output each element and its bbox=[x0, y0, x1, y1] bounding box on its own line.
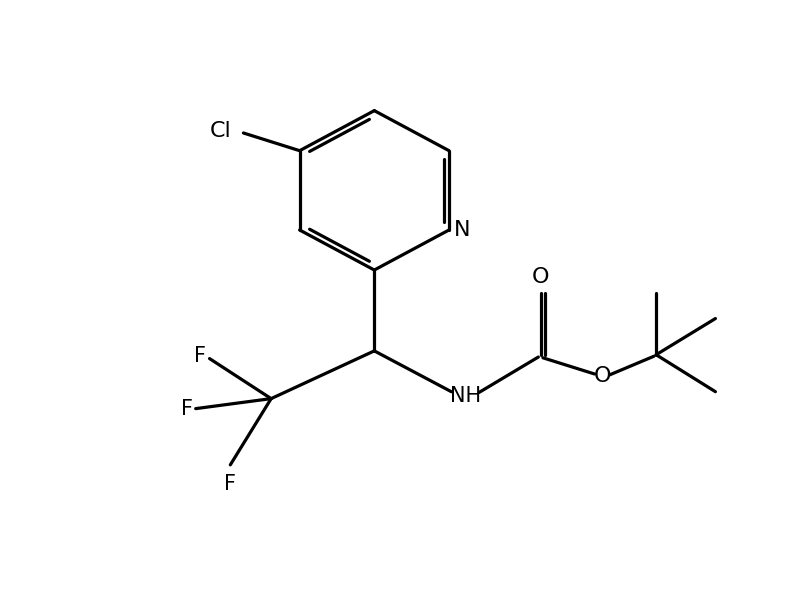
Text: Cl: Cl bbox=[209, 121, 231, 141]
Text: F: F bbox=[181, 398, 193, 419]
Text: F: F bbox=[224, 474, 237, 494]
Text: O: O bbox=[532, 267, 549, 287]
Text: NH: NH bbox=[450, 386, 481, 405]
Text: N: N bbox=[454, 220, 470, 240]
Text: F: F bbox=[194, 346, 207, 367]
Text: O: O bbox=[594, 367, 611, 386]
